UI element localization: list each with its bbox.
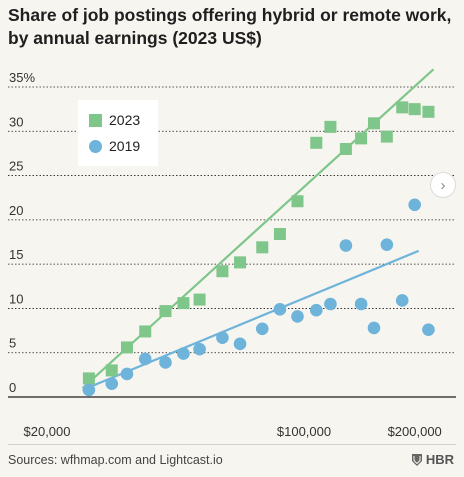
point-2019-6	[193, 342, 206, 356]
point-2023-1	[105, 364, 118, 377]
point-2023-10	[273, 228, 286, 241]
point-2019-1	[105, 377, 119, 391]
y-tick-label-20: 20	[9, 203, 23, 218]
point-2019-2	[120, 367, 134, 381]
point-2023-13	[324, 120, 337, 133]
data-points	[82, 101, 435, 397]
point-2019-13	[324, 297, 337, 311]
next-chart-button[interactable]: ›	[430, 172, 456, 198]
point-2023-20	[422, 105, 435, 118]
point-2019-3	[138, 352, 152, 366]
y-tick-label-35: 35%	[9, 70, 35, 85]
point-2023-11	[291, 195, 304, 208]
legend-square-marker	[89, 113, 102, 127]
legend-label-2023: 2023	[109, 112, 141, 128]
point-2023-5	[177, 297, 190, 310]
point-2023-18	[396, 101, 409, 114]
y-tick-label-15: 15	[9, 247, 23, 262]
point-2023-9	[256, 241, 269, 254]
point-2023-8	[234, 256, 247, 269]
x-axis-ticks: $20,000 $100,000 $200,000	[24, 424, 442, 439]
point-2019-17	[380, 238, 394, 251]
legend-item-2023: 2023	[89, 111, 140, 129]
legend-circle-marker	[89, 139, 102, 153]
point-2023-19	[408, 103, 421, 116]
y-tick-label-10: 10	[9, 291, 23, 306]
point-2023-7	[216, 265, 229, 278]
x-tick-label-100000: $100,000	[277, 424, 331, 439]
point-2023-0	[82, 372, 95, 385]
point-2023-17	[380, 130, 393, 143]
point-2023-6	[193, 293, 206, 306]
chart-title-line-2: by annual earnings (2023 US$)	[8, 28, 262, 48]
point-2023-3	[139, 325, 152, 338]
legend: 2023 2019	[78, 100, 158, 166]
shield-icon	[411, 453, 422, 466]
y-tick-label-5: 5	[9, 336, 16, 351]
footer-divider	[8, 444, 456, 445]
x-tick-label-200000: $200,000	[388, 424, 442, 439]
point-2019-16	[367, 321, 381, 335]
point-2023-14	[339, 143, 352, 155]
point-2019-0	[82, 383, 96, 397]
y-axis-ticks: 0 5 10 15 20 25 30 35%	[9, 70, 35, 395]
scatter-chart: 0 5 10 15 20 25 30 35% $20,000 $100,000 $200,000	[8, 68, 456, 439]
point-2019-10	[273, 303, 287, 316]
point-2019-8	[233, 337, 247, 351]
point-2019-15	[354, 297, 368, 311]
point-2019-5	[177, 347, 190, 360]
point-2023-16	[367, 117, 380, 130]
point-2019-19	[408, 198, 421, 212]
point-2019-9	[255, 322, 269, 336]
x-tick-label-20000: $20,000	[24, 424, 71, 439]
chart-title-line-1: Share of job postings offering hybrid or…	[8, 5, 452, 25]
legend-label-2019: 2019	[109, 138, 141, 154]
point-2019-4	[159, 356, 172, 369]
brand-name: HBR	[425, 452, 454, 467]
source-note: Sources: wfhmap.com and Lightcast.io	[8, 453, 223, 467]
point-2023-4	[159, 305, 172, 318]
point-2019-18	[395, 294, 409, 307]
y-tick-label-25: 25	[9, 159, 23, 174]
chart-title: Share of job postings offering hybrid or…	[8, 4, 458, 50]
brand-logo: HBR	[411, 452, 454, 467]
point-2019-7	[216, 331, 229, 344]
point-2023-15	[355, 132, 368, 145]
grid-lines	[8, 86, 456, 398]
point-2019-20	[422, 323, 435, 336]
point-2019-14	[339, 239, 353, 252]
point-2019-11	[291, 310, 304, 323]
point-2023-2	[120, 341, 133, 354]
y-tick-label-0: 0	[9, 380, 16, 395]
legend-item-2019: 2019	[89, 137, 140, 155]
y-tick-label-30: 30	[9, 114, 23, 129]
point-2023-12	[310, 136, 323, 149]
point-2019-12	[309, 303, 323, 317]
chevron-right-icon: ›	[440, 176, 446, 194]
trend-line-2019	[82, 249, 420, 391]
